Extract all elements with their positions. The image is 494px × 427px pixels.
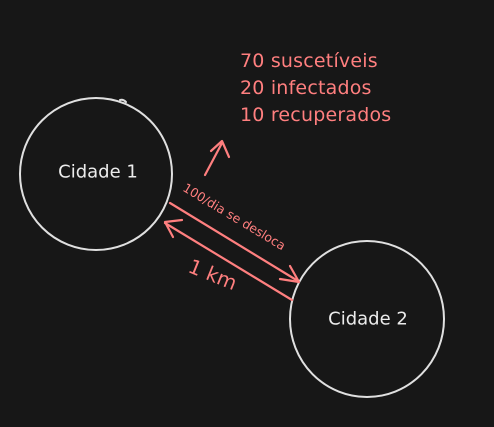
- flow-arrow-to-city-1-head: [163, 218, 184, 239]
- city-1-circle[interactable]: [19, 97, 173, 251]
- susceptible-count: 70 suscetíveis: [240, 50, 378, 72]
- recovered-count: 10 recuperados: [240, 104, 392, 126]
- stats-pointer-arrowhead: [209, 139, 231, 159]
- infected-count: 20 infectados: [240, 77, 372, 99]
- flow-arrow-to-city-1: [163, 221, 294, 302]
- city-1-circle-stroke-overlap: [119, 98, 127, 103]
- stats-pointer-arrow: [203, 141, 224, 177]
- city-2-circle[interactable]: [289, 240, 445, 398]
- stats-panel: 70 suscetíveis 20 infectados 10 recupera…: [240, 48, 391, 129]
- flow-arrow-to-city-2: [168, 201, 300, 283]
- flow-arrow-to-city-2-head: [278, 264, 301, 284]
- city-2-label: Cidade 2: [328, 308, 408, 330]
- city-1-label: Cidade 1: [58, 161, 138, 183]
